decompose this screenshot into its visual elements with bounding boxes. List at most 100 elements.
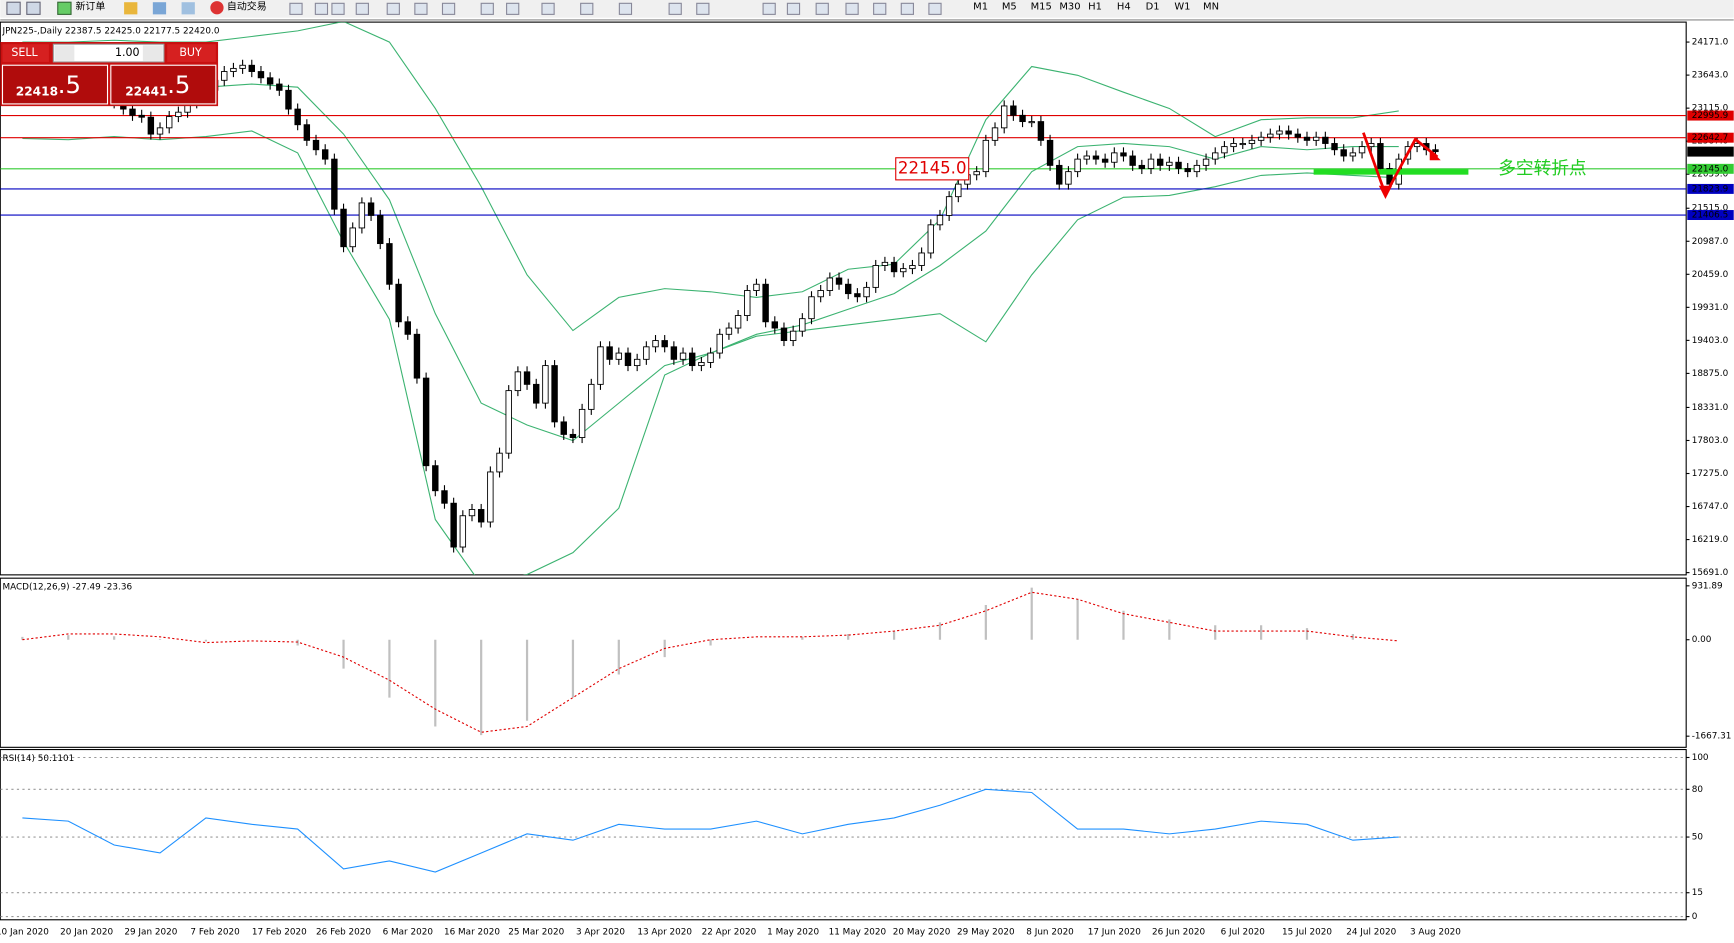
candle-body — [1221, 146, 1228, 154]
timeframe-button[interactable]: M1 — [973, 2, 988, 13]
candle-body — [441, 490, 448, 504]
x-tick-label: 20 Jan 2020 — [60, 927, 113, 937]
timeframe-button[interactable]: W1 — [1174, 2, 1190, 13]
tool-icon[interactable] — [506, 2, 520, 15]
pivot-zone-line — [1313, 169, 1469, 175]
tool-icon[interactable] — [696, 2, 710, 15]
tool-icon[interactable] — [314, 2, 329, 15]
candle-body — [633, 358, 641, 367]
tool-icon[interactable] — [6, 1, 21, 15]
timeframe-button[interactable]: H1 — [1088, 2, 1102, 13]
tool-icon[interactable] — [580, 2, 594, 15]
candle-body — [936, 214, 944, 226]
y-tick-label: 23115.0 — [1692, 104, 1729, 114]
tool-icon[interactable] — [386, 2, 400, 15]
candle-body — [129, 108, 136, 116]
candle-body — [670, 346, 678, 360]
x-tick-label: 7 Feb 2020 — [190, 927, 240, 937]
tool-icon[interactable] — [26, 1, 41, 15]
candle-body — [1065, 171, 1072, 185]
price-level-label: 22420.0 — [1692, 147, 1729, 157]
price-level-tag — [1687, 183, 1734, 194]
y-tick-label: 20459.0 — [1692, 270, 1729, 280]
candle-body — [533, 383, 540, 404]
tool-icon[interactable] — [873, 2, 887, 15]
candle-body — [1294, 133, 1302, 138]
buy-button[interactable] — [167, 44, 216, 62]
buy-quote[interactable] — [110, 64, 217, 105]
tool-icon[interactable] — [928, 2, 942, 15]
candle-body — [276, 83, 283, 91]
candle-body — [1312, 136, 1320, 141]
sell-quote[interactable] — [1, 64, 109, 105]
tool-icon[interactable] — [181, 2, 195, 15]
tool-icon[interactable] — [668, 2, 682, 15]
volume-input[interactable] — [52, 43, 165, 63]
spin-up[interactable] — [142, 45, 163, 61]
timeframe-button[interactable]: D1 — [1146, 2, 1160, 13]
candle-body — [349, 227, 356, 248]
candle-body — [1193, 164, 1201, 173]
candle-body — [248, 64, 255, 72]
x-tick-label: 10 Jan 2020 — [0, 927, 49, 937]
candle-body — [872, 265, 879, 288]
candle-body — [955, 183, 962, 198]
tool-icon[interactable] — [900, 2, 914, 15]
tool-icon[interactable] — [762, 2, 776, 15]
spin-down[interactable] — [54, 45, 75, 61]
toolbar: 新订单 自动交易 M1 M5 M15 M30 H1 H4 D1 W1 MN — [0, 0, 1734, 18]
candle-body — [982, 139, 990, 173]
timeframe-button[interactable]: M15 — [1031, 2, 1052, 13]
candle-body — [606, 346, 613, 360]
candle-body — [1276, 130, 1283, 135]
plot-area — [21, 587, 1399, 736]
candle-body — [615, 352, 623, 360]
timeframe-button[interactable]: M5 — [1002, 2, 1017, 13]
volume-value: 1.00 — [115, 46, 140, 59]
tool-icon[interactable] — [289, 2, 303, 15]
tool-icon[interactable] — [414, 2, 428, 15]
price-level-label: 21406.5 — [1692, 211, 1729, 221]
new-order-button[interactable]: 新订单 — [57, 0, 106, 15]
candle-body — [909, 265, 916, 270]
y-tick-label: 0 — [1692, 912, 1698, 922]
x-tick-label: 17 Jun 2020 — [1088, 927, 1141, 937]
candle-body — [597, 346, 604, 385]
candle-body — [835, 277, 843, 285]
tool-icon[interactable] — [618, 2, 633, 15]
tool-icon[interactable] — [815, 2, 829, 15]
timeframe-button[interactable]: MN — [1203, 2, 1219, 13]
tool-icon[interactable] — [331, 2, 345, 15]
timeframe-button[interactable]: H4 — [1117, 2, 1131, 13]
tool-icon[interactable] — [152, 2, 167, 15]
tool-icon[interactable] — [786, 2, 801, 15]
candle-body — [138, 114, 145, 118]
candle-body — [945, 196, 953, 216]
rsi-line — [22, 788, 1399, 873]
buy-label: BUY — [179, 46, 202, 59]
y-tick-label: 16747.0 — [1692, 502, 1729, 512]
timeframe-button[interactable]: M30 — [1059, 2, 1080, 13]
candle-body — [799, 318, 806, 332]
tool-icon[interactable] — [541, 2, 555, 15]
toolbar-bg — [0, 0, 1734, 18]
tool-icon[interactable] — [124, 2, 138, 15]
sell-button[interactable] — [2, 44, 49, 62]
candle-body — [450, 502, 457, 548]
tool-icon[interactable] — [480, 2, 494, 15]
candle-body — [1248, 139, 1256, 144]
auto-trading-button[interactable]: 自动交易 — [210, 0, 267, 15]
candle-body — [854, 293, 861, 298]
x-tick-label: 22 Apr 2020 — [702, 927, 757, 937]
tool-icon[interactable] — [355, 2, 369, 15]
candle-body — [1202, 158, 1210, 166]
x-tick-label: 29 May 2020 — [957, 927, 1015, 937]
panel-frame — [0, 577, 1687, 748]
tool-icon[interactable] — [441, 2, 456, 15]
y-tick-label: 18875.0 — [1692, 369, 1729, 379]
candle-body — [239, 64, 246, 69]
x-tick-label: 3 Aug 2020 — [1410, 927, 1461, 937]
tool-icon[interactable] — [845, 2, 859, 15]
candle-body — [1212, 152, 1219, 160]
candle-body — [1166, 161, 1173, 166]
